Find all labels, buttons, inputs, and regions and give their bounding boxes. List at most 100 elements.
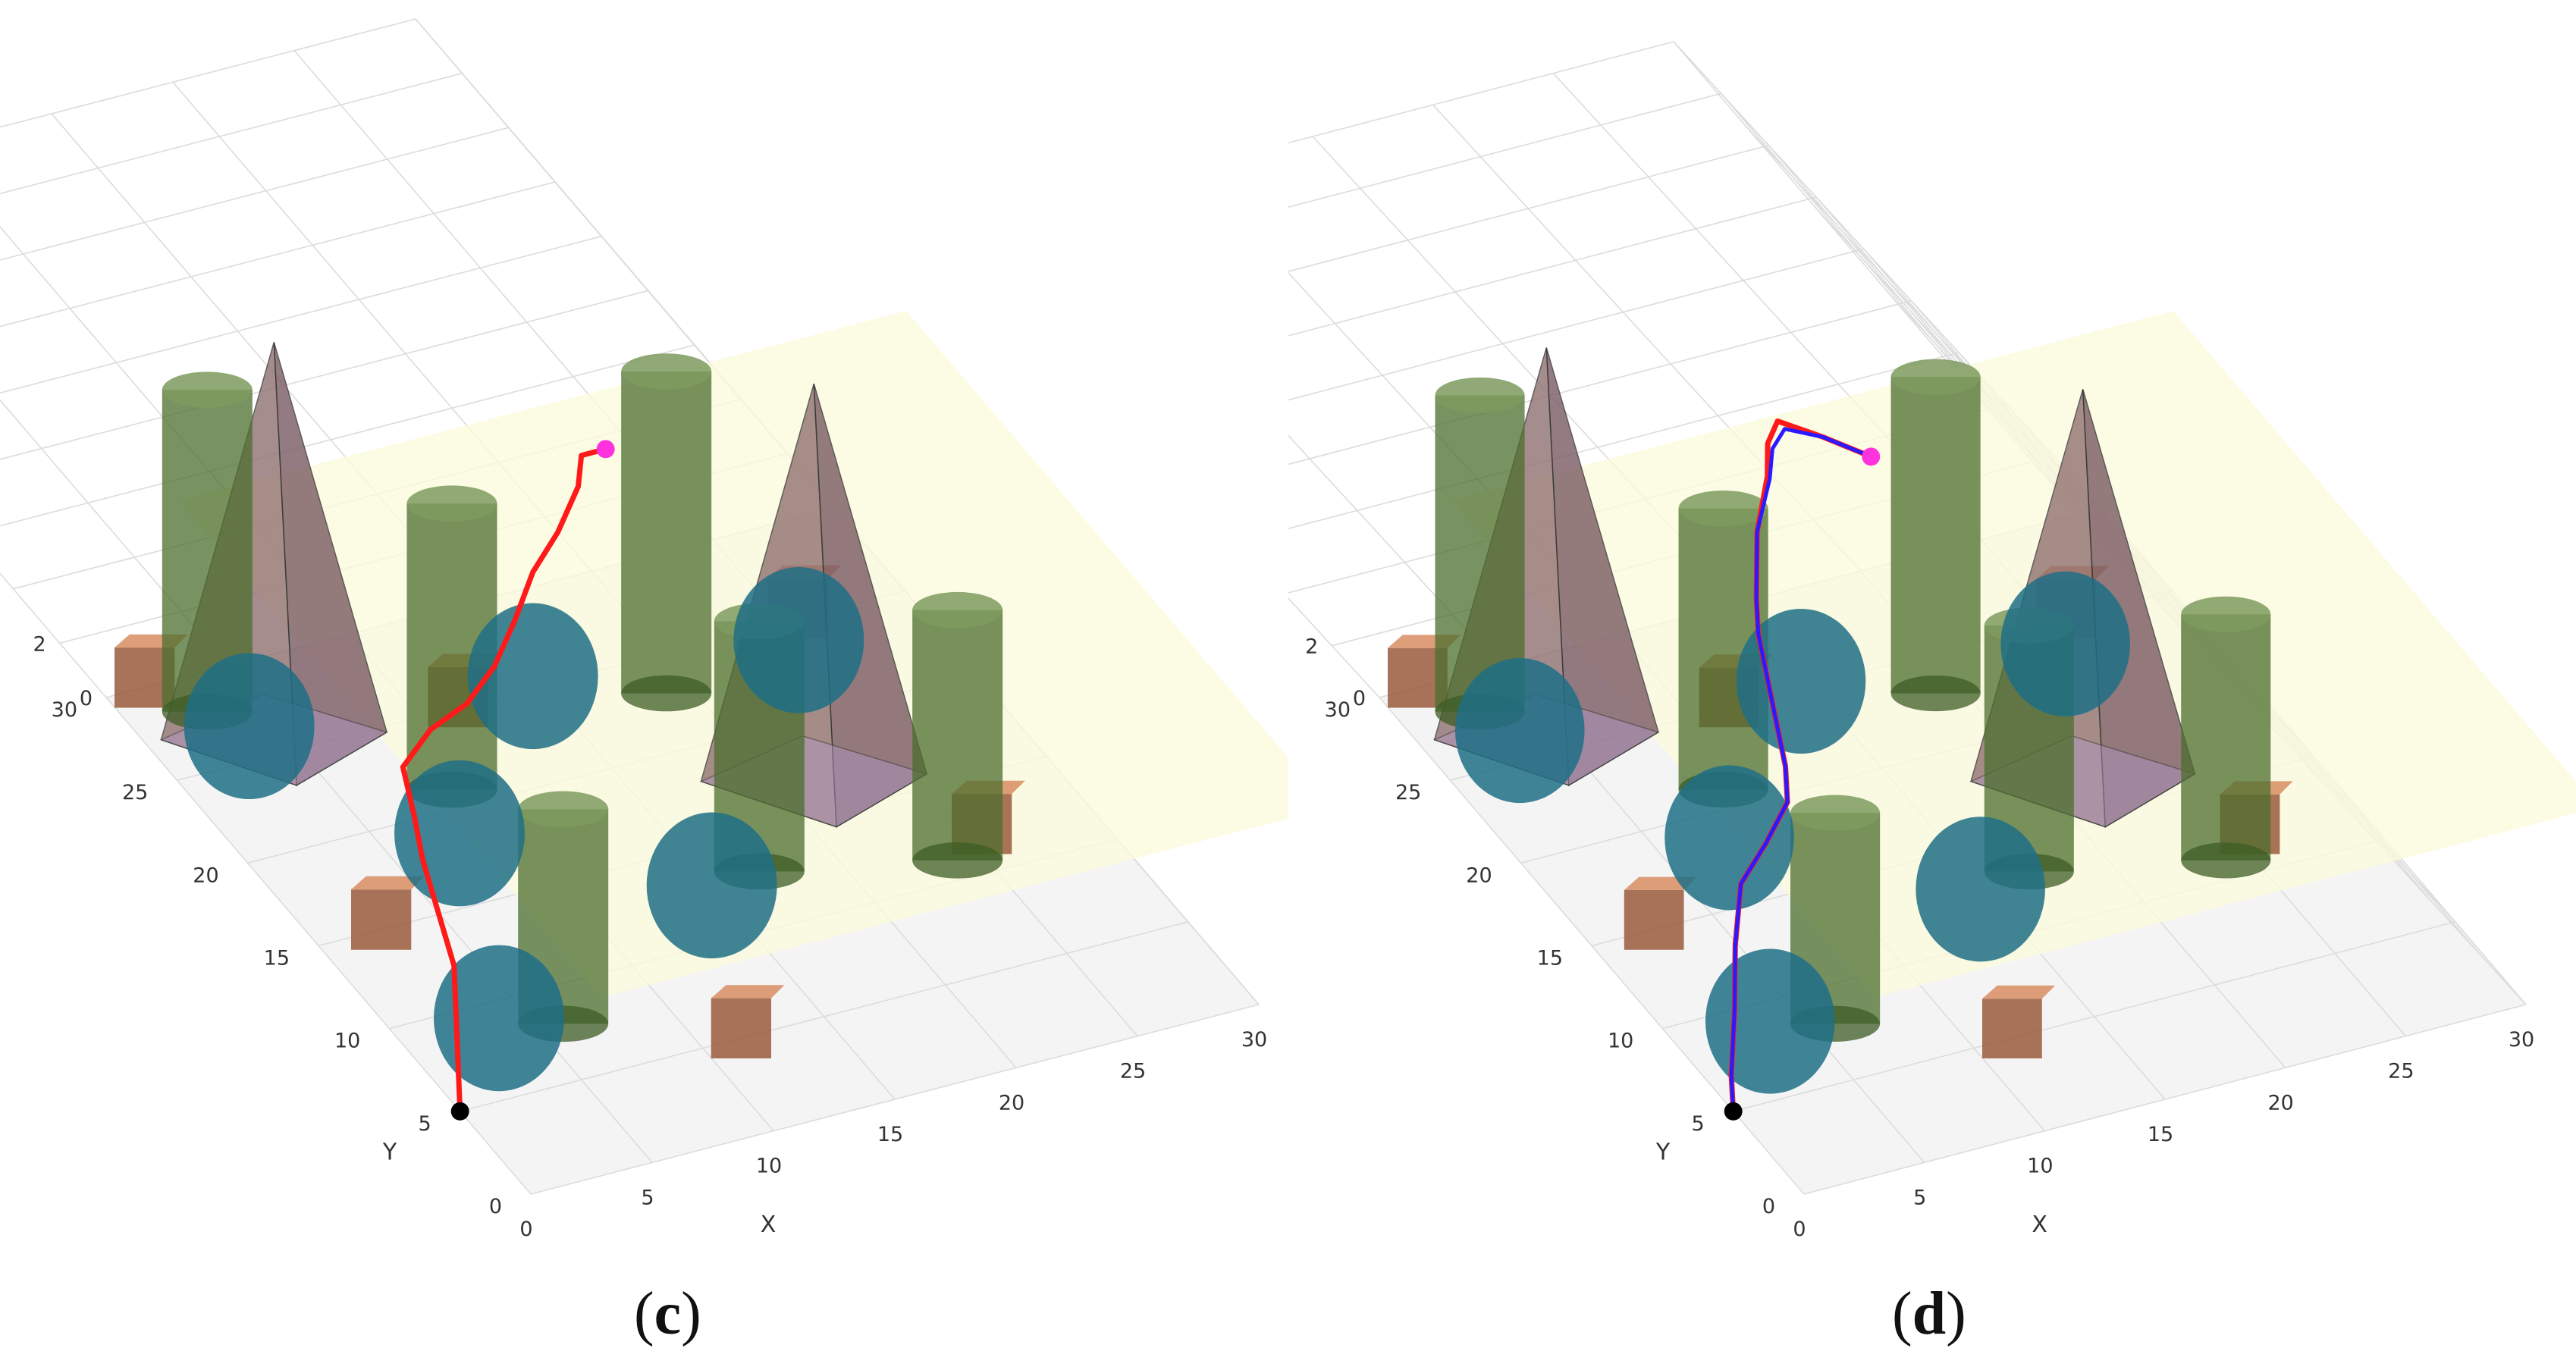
pyramid-face-right-0 (1545, 347, 1659, 787)
z-tick-label-1: 2 (33, 632, 45, 656)
cube-front-3 (711, 998, 771, 1058)
x-tick-label-2: 10 (756, 1155, 782, 1178)
z-tick-label-0: 0 (80, 687, 93, 710)
x-tick-label-1: 5 (1913, 1186, 1926, 1209)
panel-label-c-close: ) (681, 1281, 701, 1347)
sphere-obstacle-5 (733, 567, 864, 713)
sphere-obstacle-5 (2000, 571, 2130, 716)
grid-floor-y-0 (530, 1004, 1260, 1195)
x-tick-label-3: 15 (2148, 1123, 2173, 1146)
z-tick-label-1: 2 (1305, 635, 1318, 659)
panel-label-d: (d) (1892, 1280, 1966, 1349)
cylinder-obstacle-0 (1435, 377, 1525, 730)
cylinder-top-0 (1435, 377, 1525, 414)
y-axis-label: Y (1655, 1140, 1671, 1166)
cylinder-bottom-3 (1890, 675, 1981, 712)
grid-back-x-1 (0, 399, 228, 666)
y-tick-label-0: 0 (1762, 1195, 1775, 1218)
sphere-obstacle-3 (1736, 608, 1866, 754)
y-tick-label-6: 30 (52, 698, 77, 722)
x-tick-label-2: 10 (2027, 1155, 2053, 1178)
cylinder-obstacle-5 (912, 591, 1003, 879)
y-tick-label-3: 15 (1537, 947, 1563, 970)
sphere-obstacle-1 (1665, 765, 1794, 911)
cylinder-obstacle-3 (621, 353, 712, 712)
x-tick-label-6: 30 (2509, 1028, 2534, 1052)
y-tick-label-5: 25 (122, 781, 148, 804)
cylinder-body-5 (2181, 614, 2271, 861)
axis-labels: 051015202530051015202530024681012141618X… (33, 632, 1267, 1241)
cylinder-bottom-5 (912, 842, 1003, 879)
y-tick-label-1: 5 (1691, 1112, 1704, 1136)
x-tick-label-1: 5 (641, 1186, 654, 1209)
y-tick-label-6: 30 (1325, 698, 1351, 722)
sphere-obstacle-2 (1705, 948, 1835, 1094)
x-tick-label-4: 20 (999, 1091, 1024, 1114)
y-tick-label-4: 20 (1466, 864, 1492, 887)
sphere-obstacle-1 (394, 760, 525, 907)
y-tick-label-2: 10 (1608, 1030, 1633, 1053)
y-axis-label: Y (382, 1140, 397, 1166)
x-tick-label-6: 30 (1241, 1028, 1267, 1052)
cylinder-bottom-5 (2181, 842, 2271, 879)
cube-front-0 (1388, 647, 1448, 708)
cube-front-0 (115, 647, 175, 708)
panel-label-c-letter: c (654, 1281, 682, 1347)
goal-marker (596, 440, 615, 459)
axis-labels: 051015202530051015202530024681012141618X… (1305, 635, 2534, 1241)
grid-back-x-1 (1288, 434, 1501, 666)
start-marker (1724, 1102, 1743, 1121)
sphere-obstacle-0 (184, 653, 315, 800)
y-tick-label-0: 0 (489, 1195, 502, 1218)
panel-d: 051015202530051015202530024681012141618X… (1288, 0, 2576, 1370)
sphere-obstacle-2 (434, 945, 564, 1092)
panel-label-d-letter: d (1912, 1281, 1947, 1347)
x-tick-label-3: 15 (877, 1123, 903, 1146)
chart-3d-path-c: 051015202530051015202530024681012141618X… (0, 18, 1288, 1241)
chart-3d-path-d: 051015202530051015202530024681012141618X… (1288, 41, 2576, 1241)
grid-floor-y-0 (1803, 1004, 2527, 1195)
cylinder-top-3 (1890, 359, 1981, 395)
start-marker (450, 1102, 469, 1121)
path-series-0 (400, 446, 609, 1114)
x-tick-label-4: 20 (2267, 1091, 2293, 1114)
cube-obstacle-3 (1982, 985, 2056, 1058)
pyramid-face-right-0 (273, 342, 387, 787)
y-tick-label-4: 20 (193, 864, 218, 887)
panel-label-c-open: ( (634, 1281, 654, 1347)
cube-obstacle-3 (711, 985, 785, 1058)
cylinder-top-5 (912, 591, 1003, 629)
sphere-obstacle-3 (467, 603, 598, 750)
cylinder-obstacle-2 (1790, 795, 1881, 1042)
cylinder-obstacle-3 (1890, 359, 1981, 712)
x-tick-label-5: 25 (2388, 1060, 2414, 1083)
cube-top-3 (711, 985, 785, 999)
cube-front-2 (351, 889, 412, 950)
cylinder-top-5 (2181, 596, 2271, 632)
x-axis-label: X (2032, 1212, 2047, 1238)
sphere-obstacle-0 (1454, 658, 1585, 804)
x-tick-label-0: 0 (519, 1218, 532, 1241)
cylinder-top-0 (162, 371, 253, 408)
cylinder-top-1 (1678, 491, 1768, 527)
grid-z-9 (0, 18, 841, 516)
panel-label-c: (c) (634, 1280, 701, 1349)
path-series-1 (1729, 427, 1873, 1114)
grid-back-x-0 (1288, 597, 1380, 698)
x-axis-label: X (761, 1212, 777, 1238)
z-tick-label-0: 0 (1353, 687, 1366, 710)
panel-label-d-close: ) (1946, 1281, 1966, 1347)
y-tick-label-2: 10 (334, 1030, 360, 1053)
cube-front-3 (1982, 999, 2042, 1058)
cylinder-body-0 (1435, 395, 1525, 712)
cylinder-top-2 (518, 791, 609, 828)
x-tick-label-0: 0 (1793, 1218, 1806, 1241)
panel-c: 051015202530051015202530024681012141618X… (0, 18, 1288, 1349)
grid-back-x-0 (0, 572, 107, 698)
cube-top-3 (1982, 985, 2056, 999)
panel-label-d-open: ( (1892, 1281, 1912, 1347)
cylinder-body-3 (1890, 377, 1981, 694)
cylinder-body-5 (912, 610, 1003, 861)
cylinder-bottom-3 (621, 675, 712, 712)
goal-marker (1862, 447, 1881, 466)
